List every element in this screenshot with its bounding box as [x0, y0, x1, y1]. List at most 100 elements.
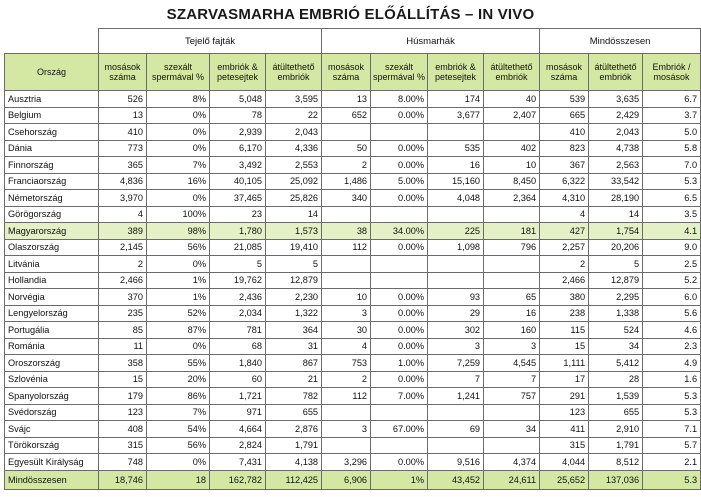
value-cell: 13 [98, 106, 147, 124]
group-dairy: Tejelő fajták [97, 28, 323, 54]
table-row: Törökország 315 56% 2,824 1,791 315 1,791 5.7 [4, 436, 701, 454]
value-cell: 7 [483, 370, 541, 388]
value-cell: 15 [539, 337, 590, 355]
value-cell: 0.00% [370, 337, 429, 355]
value-cell: 370 [98, 288, 147, 306]
value-cell: 2.3 [642, 337, 701, 355]
value-cell [321, 436, 372, 454]
value-cell: 78 [209, 106, 266, 124]
value-cell: 2,553 [264, 156, 323, 174]
value-cell: 115 [539, 321, 590, 339]
value-cell [321, 271, 372, 289]
col-header: szexált spermával % [146, 53, 210, 91]
value-cell: 33,542 [588, 172, 644, 190]
value-cell: 5.6 [642, 304, 701, 322]
value-cell: 1.00% [370, 354, 429, 372]
value-cell: 2,910 [588, 420, 644, 438]
country-cell: Olaszország [4, 238, 99, 256]
value-cell: 7.00% [370, 387, 429, 405]
value-cell: 5.2 [642, 271, 701, 289]
value-cell: 7.1 [642, 420, 701, 438]
value-cell: 655 [588, 403, 644, 421]
table-row: Csehország 410 0% 2,939 2,043 410 2,043 5.0 [4, 123, 701, 141]
value-cell: 411 [539, 420, 590, 438]
value-cell: 365 [98, 156, 147, 174]
value-cell: 55% [146, 354, 210, 372]
value-cell: 0% [146, 106, 210, 124]
value-cell: 796 [483, 238, 541, 256]
value-cell: 160 [483, 321, 541, 339]
value-cell: 4.1 [642, 222, 701, 240]
value-cell: 3 [321, 420, 372, 438]
group-beef: Húsmarhák [321, 28, 541, 54]
value-cell: 380 [539, 288, 590, 306]
country-cell: Mindösszesen [4, 469, 99, 490]
value-cell: 2,466 [539, 271, 590, 289]
value-cell: 3 [427, 337, 485, 355]
value-cell: 4,044 [539, 453, 590, 471]
value-cell: 3,970 [98, 189, 147, 207]
value-cell: 1% [370, 469, 429, 490]
value-cell: 21,085 [209, 238, 266, 256]
value-cell: 6.0 [642, 288, 701, 306]
value-cell: 1,791 [264, 436, 323, 454]
value-cell: 4 [321, 337, 372, 355]
value-cell: 18 [146, 469, 210, 490]
country-cell: Csehország [4, 123, 99, 141]
country-cell: Németország [4, 189, 99, 207]
table-row: Svájc 408 54% 4,664 2,876 3 67.00% 69 34 411 2,910… [4, 420, 701, 438]
value-cell: 19,410 [264, 238, 323, 256]
value-cell: 867 [264, 354, 323, 372]
value-cell: 782 [264, 387, 323, 405]
value-cell: 0.00% [370, 139, 429, 157]
value-cell: 1% [146, 288, 210, 306]
value-cell: 1,111 [539, 354, 590, 372]
value-cell: 2,466 [98, 271, 147, 289]
value-cell [370, 436, 429, 454]
value-cell: 179 [98, 387, 147, 405]
value-cell: 5.3 [642, 172, 701, 190]
value-cell: 8,450 [483, 172, 541, 190]
table-row: Norvégia 370 1% 2,436 2,230 10 0.00% 93 65 380 2,2… [4, 288, 701, 306]
table-row: Svédország 123 7% 971 655 123 655 5.3 [4, 403, 701, 421]
value-cell: 0.00% [370, 304, 429, 322]
value-cell: 20% [146, 370, 210, 388]
value-cell: 93 [427, 288, 485, 306]
value-cell: 5.3 [642, 469, 701, 490]
value-cell: 7,259 [427, 354, 485, 372]
value-cell: 11 [98, 337, 147, 355]
value-cell: 1% [146, 271, 210, 289]
value-cell [483, 403, 541, 421]
value-cell: 5.7 [642, 436, 701, 454]
value-cell: 340 [321, 189, 372, 207]
value-cell: 38 [321, 222, 372, 240]
value-cell: 14 [588, 205, 644, 223]
value-cell: 69 [427, 420, 485, 438]
value-cell [427, 123, 485, 141]
value-cell: 781 [209, 321, 266, 339]
value-cell [321, 205, 372, 223]
value-cell [370, 205, 429, 223]
value-cell: 3 [483, 337, 541, 355]
value-cell: 0.00% [370, 238, 429, 256]
table-row: Görögország 4 100% 23 14 4 14 3.5 [4, 205, 701, 223]
country-cell: Románia [4, 337, 99, 355]
value-cell: 0% [146, 453, 210, 471]
value-cell: 2,939 [209, 123, 266, 141]
value-cell: 0% [146, 189, 210, 207]
table-row: Portugália 85 87% 781 364 30 0.00% 302 160 115 524… [4, 321, 701, 339]
value-cell: 5.8 [642, 139, 701, 157]
group-header-row: Tejelő fajták Húsmarhák Mindösszesen [4, 28, 701, 54]
value-cell: 753 [321, 354, 372, 372]
value-cell: 238 [539, 304, 590, 322]
col-header: átültethető embriók [483, 53, 541, 91]
value-cell: 6,906 [321, 469, 372, 490]
value-cell: 25,092 [264, 172, 323, 190]
value-cell: 13 [321, 90, 372, 108]
value-cell: 34 [483, 420, 541, 438]
value-cell: 37,465 [209, 189, 266, 207]
country-cell: Franciaország [4, 172, 99, 190]
country-cell: Norvégia [4, 288, 99, 306]
value-cell: 291 [539, 387, 590, 405]
value-cell: 25,826 [264, 189, 323, 207]
